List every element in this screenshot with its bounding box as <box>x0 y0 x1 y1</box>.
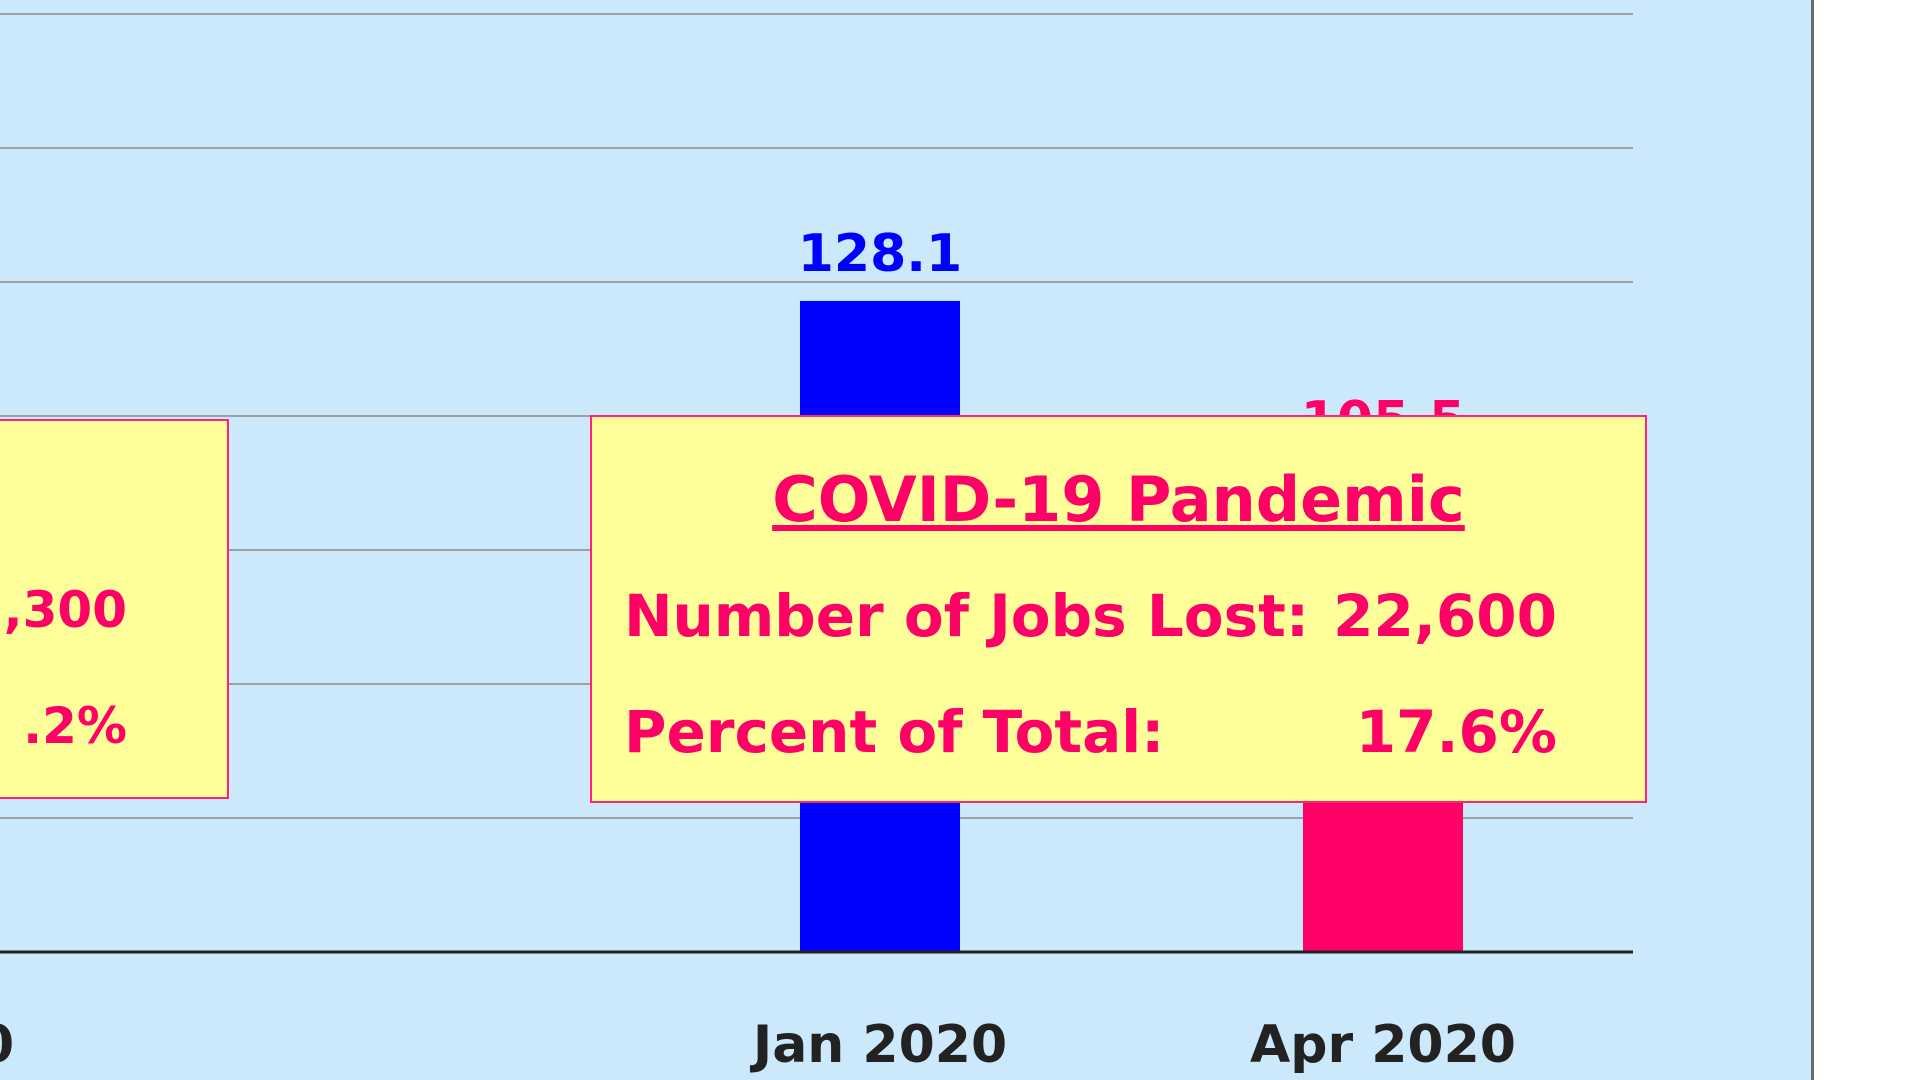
jobs-lost-label: Number of Jobs Lost: <box>624 582 1310 650</box>
x-tick-label: Apr 2020 <box>1250 1015 1516 1075</box>
percent-of-total-value: 17.6% <box>1355 698 1557 766</box>
x-tick-label-cropped: 0 <box>0 1015 14 1075</box>
left-annotation-jobs-value: ,300 <box>3 581 127 639</box>
percent-of-total-row: Percent of Total: 17.6% <box>624 698 1557 766</box>
data-label: 128.1 <box>798 224 962 284</box>
jobs-lost-row: Number of Jobs Lost: 22,600 <box>624 582 1557 650</box>
left-annotation-box: ,300 .2% <box>0 419 229 799</box>
covid-annotation-box: COVID-19 Pandemic Number of Jobs Lost: 2… <box>590 415 1647 803</box>
x-tick-label: Jan 2020 <box>750 1015 1007 1075</box>
jobs-lost-value: 22,600 <box>1333 582 1557 650</box>
percent-of-total-label: Percent of Total: <box>624 698 1165 766</box>
left-annotation-percent-value: .2% <box>23 697 127 755</box>
covid-annotation-title: COVID-19 Pandemic <box>772 463 1465 536</box>
